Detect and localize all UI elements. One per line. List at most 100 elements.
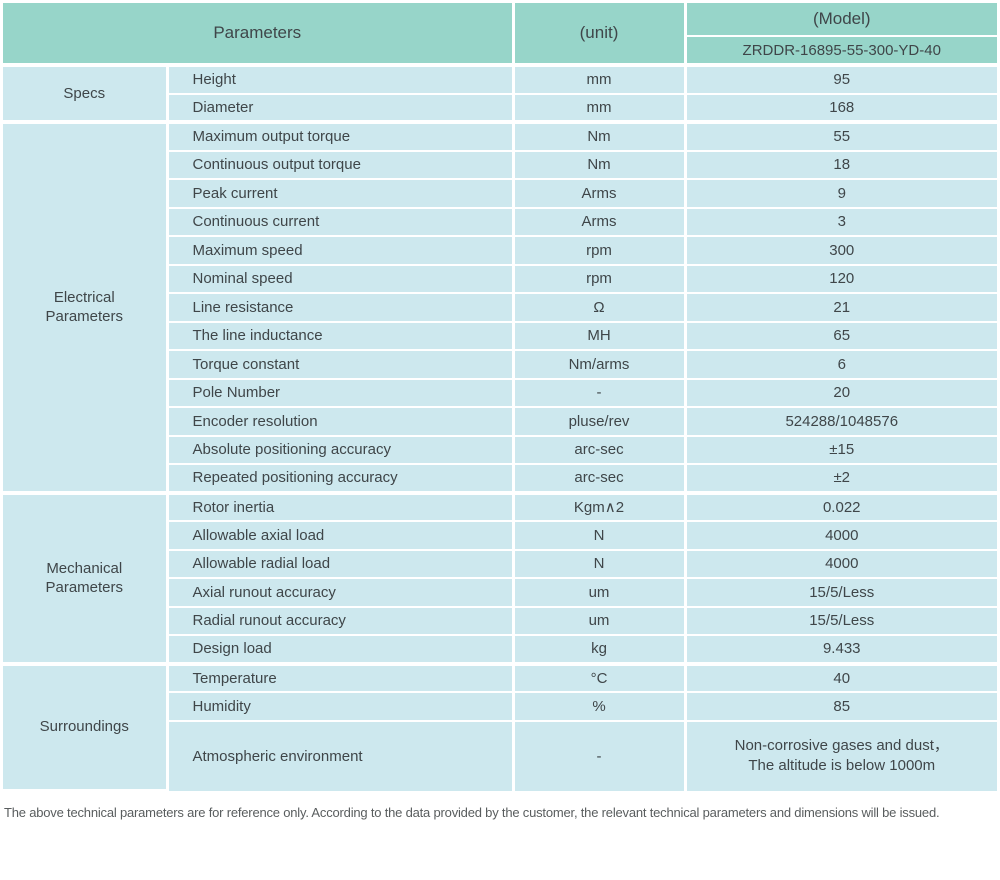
unit-cell: Nm <box>513 150 687 180</box>
param-name-cell: The line inductance <box>167 321 515 351</box>
unit-column-header: (unit) <box>513 3 687 67</box>
unit-cell: Nm <box>513 122 687 152</box>
table-row: Torque constant Nm/arms 6 <box>3 350 997 380</box>
table-row: Atmospheric environment - Non-corrosive ga… <box>3 720 997 791</box>
value-cell: ±15 <box>685 435 997 465</box>
table-row: Continuous output torque Nm 18 <box>3 150 997 180</box>
table-row: Allowable axial load N 4000 <box>3 521 997 551</box>
value-cell: 20 <box>685 378 997 408</box>
value-cell: 3 <box>685 207 997 237</box>
parameters-table: Parameters (unit) (Model) ZRDDR-16895-55… <box>3 3 997 793</box>
param-name-cell: Encoder resolution <box>167 407 515 437</box>
value-cell: 95 <box>685 65 997 95</box>
table-row: Line resistance Ω 21 <box>3 293 997 323</box>
param-name-cell: Diameter <box>167 93 515 124</box>
spec-sheet: Parameters (unit) (Model) ZRDDR-16895-55… <box>3 3 997 820</box>
value-cell: Non-corrosive gases and dust， The altitud… <box>685 720 997 791</box>
table-row: Encoder resolution pluse/rev 524288/104857… <box>3 407 997 437</box>
unit-cell: Nm/arms <box>513 350 687 380</box>
value-cell: 9 <box>685 179 997 209</box>
value-cell: 168 <box>685 93 997 124</box>
param-name-cell: Height <box>167 65 515 95</box>
param-name-cell: Allowable radial load <box>167 549 515 579</box>
table-row: Surroundings Temperature °C 40 <box>3 663 997 793</box>
unit-cell: % <box>513 692 687 722</box>
param-name-cell: Maximum output torque <box>167 122 515 152</box>
table-row: Maximum speed rpm 300 <box>3 236 997 266</box>
param-name-cell: Repeated positioning accuracy <box>167 464 515 495</box>
value-cell: 18 <box>685 150 997 180</box>
value-cell: 21 <box>685 293 997 323</box>
table-header: Parameters (unit) (Model) ZRDDR-16895-55… <box>3 3 997 67</box>
section-label: Electrical Parameters <box>3 122 169 495</box>
param-name-cell: Continuous output torque <box>167 150 515 180</box>
table-row: Humidity% 85 <box>3 692 997 722</box>
param-name-cell: Maximum speed <box>167 236 515 266</box>
unit-cell: um <box>513 578 687 608</box>
param-name-cell: Allowable axial load <box>167 521 515 551</box>
param-name-cell: Line resistance <box>167 293 515 323</box>
unit-cell: MH <box>513 321 687 351</box>
section-label-line: Specs <box>63 84 106 102</box>
value-cell: 524288/1048576 <box>685 407 997 437</box>
unit-cell: - <box>513 378 687 408</box>
table-row: Electrical Parameters Maximum output torqu… <box>3 122 997 495</box>
unit-cell: um <box>513 606 687 636</box>
table-row: Continuous current Arms 3 <box>3 207 997 237</box>
unit-cell: Arms <box>513 207 687 237</box>
unit-cell: pluse/rev <box>513 407 687 437</box>
value-line: Non-corrosive gases and dust， <box>734 736 949 754</box>
value-cell: 4000 <box>685 549 997 579</box>
value-cell: 300 <box>685 236 997 266</box>
unit-cell: arc-sec <box>513 464 687 495</box>
header-row: Parameters (unit) (Model) <box>3 3 997 67</box>
value-cell: 15/5/Less <box>685 606 997 636</box>
table-section: Specs Height mm 95 Diameter mm 168 <box>3 65 997 124</box>
table-row: Nominal speed rpm 120 <box>3 264 997 294</box>
unit-cell: kg <box>513 635 687 666</box>
parameters-column-header: Parameters <box>3 3 515 67</box>
unit-cell: Arms <box>513 179 687 209</box>
param-name-cell: Humidity <box>167 692 515 722</box>
unit-cell: N <box>513 521 687 551</box>
param-name-cell: Radial runout accuracy <box>167 606 515 636</box>
section-label-line: Parameters <box>45 308 124 326</box>
model-column-header: (Model) <box>685 3 997 37</box>
param-name-cell: Temperature <box>167 663 515 693</box>
table-row: Diameter mm 168 <box>3 93 997 124</box>
section-label: Surroundings <box>3 663 169 793</box>
param-name-cell: Nominal speed <box>167 264 515 294</box>
param-name-cell: Continuous current <box>167 207 515 237</box>
unit-cell: rpm <box>513 264 687 294</box>
table-section: Mechanical Parameters Rotor inertia Kgm∧2 0.… <box>3 492 997 666</box>
table-row: Specs Height mm 95 <box>3 65 997 124</box>
unit-cell: N <box>513 549 687 579</box>
value-cell: 85 <box>685 692 997 722</box>
section-label: Mechanical Parameters <box>3 492 169 666</box>
param-name-cell: Pole Number <box>167 378 515 408</box>
table-row: Design load kg 9.433 <box>3 635 997 666</box>
value-cell: 6 <box>685 350 997 380</box>
table-row: Peak current Arms 9 <box>3 179 997 209</box>
value-cell: 55 <box>685 122 997 152</box>
section-label: Specs <box>3 65 169 124</box>
section-label-line: Electrical <box>53 288 115 306</box>
param-name-cell: Axial runout accuracy <box>167 578 515 608</box>
unit-cell: mm <box>513 93 687 124</box>
unit-cell: - <box>513 720 687 791</box>
value-cell: 65 <box>685 321 997 351</box>
model-value-row: ZRDDR-16895-55-300-YD-40 <box>3 36 997 67</box>
param-name-cell: Design load <box>167 635 515 666</box>
table-row: Repeated positioning accuracy arc-sec ±2 <box>3 464 997 495</box>
unit-cell: arc-sec <box>513 435 687 465</box>
value-cell: 4000 <box>685 521 997 551</box>
table-row: Mechanical Parameters Rotor inertia Kgm∧2 0.… <box>3 492 997 666</box>
table-row: Absolute positioning accuracy arc-sec ±15 <box>3 435 997 465</box>
param-name-cell: Atmospheric environment <box>167 720 515 791</box>
value-cell: 40 <box>685 663 997 693</box>
value-cell: 9.433 <box>685 635 997 666</box>
unit-cell: Kgm∧2 <box>513 492 687 522</box>
footer-note: The above technical parameters are for r… <box>4 804 940 820</box>
value-cell: ±2 <box>685 464 997 495</box>
table-row: The line inductance MH 65 <box>3 321 997 351</box>
